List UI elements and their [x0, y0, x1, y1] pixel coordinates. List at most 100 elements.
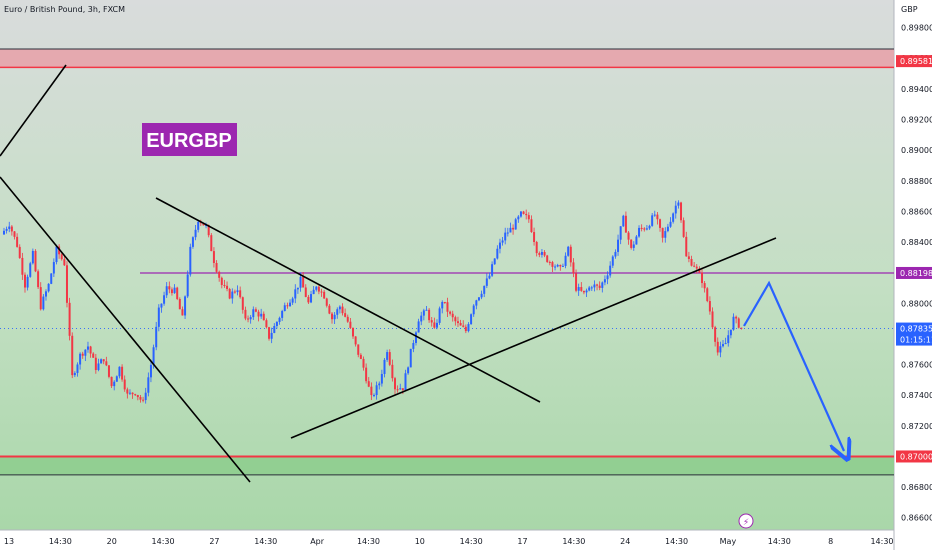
candle-body [244, 309, 247, 319]
candle-body [695, 266, 698, 269]
candle-body [556, 264, 559, 267]
candle-body [533, 232, 536, 242]
candle [656, 212, 659, 225]
candle-body [184, 296, 187, 316]
candle-body [656, 214, 659, 220]
candle [241, 296, 244, 314]
support-zone[interactable] [0, 456, 894, 475]
chart-title: Euro / British Pound, 3h, FXCM [4, 5, 125, 14]
candle [506, 227, 509, 237]
price-tag-level [896, 266, 932, 279]
candle [131, 392, 134, 399]
candle-body [331, 313, 334, 320]
candle-body [514, 219, 517, 230]
candle [307, 294, 310, 304]
candle [257, 309, 260, 322]
trend-lines-group [0, 64, 844, 483]
candle [194, 225, 197, 241]
time-tick-label: 14:30 [665, 537, 688, 546]
candle-body [86, 346, 89, 350]
candle [695, 264, 698, 274]
price-tag-label: 0.87000 [900, 452, 932, 461]
projection-arrow[interactable] [743, 280, 844, 451]
candle [126, 387, 129, 399]
candle [407, 366, 410, 375]
candle [504, 227, 507, 245]
candle [538, 251, 541, 258]
candle [514, 217, 517, 230]
candle-body [367, 381, 370, 387]
candle-body [435, 322, 438, 328]
candle [362, 356, 365, 371]
candle-body [483, 285, 486, 294]
candle [191, 236, 194, 249]
candle-body [34, 250, 37, 272]
candle [123, 375, 126, 392]
price-tag-label: 01:15:11 [900, 336, 932, 345]
candle-body [669, 221, 672, 227]
candle-body [205, 225, 208, 227]
candle-body [170, 289, 173, 294]
candle-body [131, 392, 134, 395]
candle-body [354, 336, 357, 345]
candle [588, 285, 591, 292]
candle [100, 358, 103, 364]
candle-body [627, 232, 630, 240]
candle [260, 308, 263, 319]
candle-body [110, 376, 113, 387]
trendline-descending[interactable] [155, 197, 541, 403]
candle [585, 288, 588, 297]
candle [693, 261, 696, 268]
price-tick-label: 0.89400 [901, 85, 932, 94]
candle [559, 264, 562, 271]
candle [142, 396, 145, 403]
candle [50, 273, 53, 285]
trendline-upper-left[interactable] [0, 64, 67, 157]
candle [21, 252, 24, 280]
candle-body [582, 290, 585, 293]
candle-body [317, 286, 320, 292]
candle [37, 269, 40, 289]
time-tick-label: 14:30 [152, 537, 175, 546]
candle-body [383, 359, 386, 374]
candle [425, 306, 428, 311]
candle-body [228, 288, 231, 299]
time-axis[interactable]: 13 14:30 20 14:30 27 14:30 Apr 14:30 10 14:30 17 14… [4, 537, 894, 546]
candle-body [325, 298, 328, 306]
candle-body [412, 342, 415, 349]
candle [44, 289, 47, 301]
candle-body [685, 236, 688, 257]
candle-body [391, 364, 394, 379]
resistance-zone[interactable] [0, 49, 894, 68]
candle [674, 200, 677, 219]
candle-body [501, 240, 504, 243]
candle-body [260, 313, 263, 317]
candle [223, 279, 226, 288]
candle-body [538, 253, 541, 255]
candle [682, 217, 685, 238]
candle [430, 317, 433, 327]
candle-body [543, 252, 546, 256]
candle-body [370, 386, 373, 396]
trendline-ascending[interactable] [290, 237, 777, 439]
candle-body [60, 254, 63, 260]
candle-body [535, 241, 538, 254]
candle-body [727, 335, 730, 344]
candle [286, 302, 289, 309]
candle [115, 375, 118, 382]
trendline-steep-descending[interactable] [0, 176, 251, 483]
lightning-icon[interactable] [738, 513, 754, 529]
candle [701, 267, 704, 288]
candle [727, 330, 730, 347]
candle [147, 372, 150, 397]
candle [619, 226, 622, 245]
candle-body [724, 343, 727, 345]
candle [3, 227, 5, 235]
candle [661, 227, 664, 243]
candle-body [659, 219, 662, 228]
candle [680, 201, 683, 223]
candle-body [687, 256, 690, 260]
candle [632, 241, 635, 251]
